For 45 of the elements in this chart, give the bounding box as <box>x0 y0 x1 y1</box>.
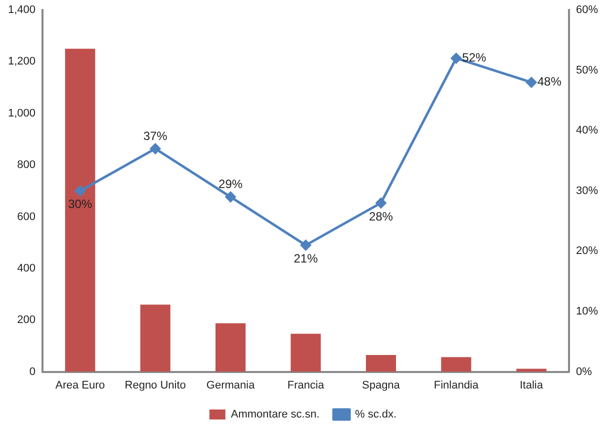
y2-tick-label: 10% <box>576 306 598 318</box>
y-tick-label: 400 <box>17 262 36 274</box>
legend-label: % sc.dx. <box>355 408 397 421</box>
legend-label: Ammontare sc.sn. <box>230 408 320 421</box>
point <box>526 77 537 88</box>
y2-tick-label: 30% <box>576 184 598 197</box>
point <box>150 143 161 154</box>
bar <box>140 304 170 372</box>
x-tick-label: Area Euro <box>55 379 105 392</box>
bar <box>65 48 96 372</box>
data-label: 21% <box>294 251 318 266</box>
bar <box>216 323 246 372</box>
y-tick-label: 600 <box>17 210 36 223</box>
bar <box>441 357 472 372</box>
point <box>225 192 236 202</box>
data-label: 28% <box>368 209 394 224</box>
y2-tick-label: 20% <box>576 245 598 258</box>
y-tick-label: 1,400 <box>8 4 36 16</box>
y2-tick-label: 40% <box>576 124 598 137</box>
x-tick-label: Spagna <box>362 379 401 392</box>
point <box>376 198 386 208</box>
bar <box>366 355 396 372</box>
point <box>450 52 462 64</box>
x-tick-label: Germania <box>206 379 256 392</box>
x-tick-label: Italia <box>520 379 544 392</box>
data-label: 30% <box>68 197 92 212</box>
y2-tick-label: 50% <box>576 64 598 76</box>
y-tick-label: 200 <box>17 314 36 326</box>
y-tick-label: 800 <box>17 159 36 172</box>
y-tick-label: 0 <box>29 366 36 378</box>
y-tick-label: 1,000 <box>8 107 36 120</box>
x-tick-label: Finlandia <box>434 379 480 392</box>
bar <box>290 334 321 372</box>
x-tick-label: Regno Unito <box>124 379 186 392</box>
data-label: 29% <box>218 177 243 192</box>
data-label: 52% <box>462 50 487 65</box>
y2-tick-label: 60% <box>576 4 598 16</box>
y2-tick-label: 0% <box>576 366 592 378</box>
bar <box>516 368 546 372</box>
point <box>300 240 312 250</box>
data-label: 37% <box>143 129 168 144</box>
y-tick-label: 1,200 <box>8 56 36 68</box>
x-tick-label: Francia <box>287 379 325 392</box>
point <box>74 186 86 196</box>
data-label: 48% <box>537 74 562 89</box>
